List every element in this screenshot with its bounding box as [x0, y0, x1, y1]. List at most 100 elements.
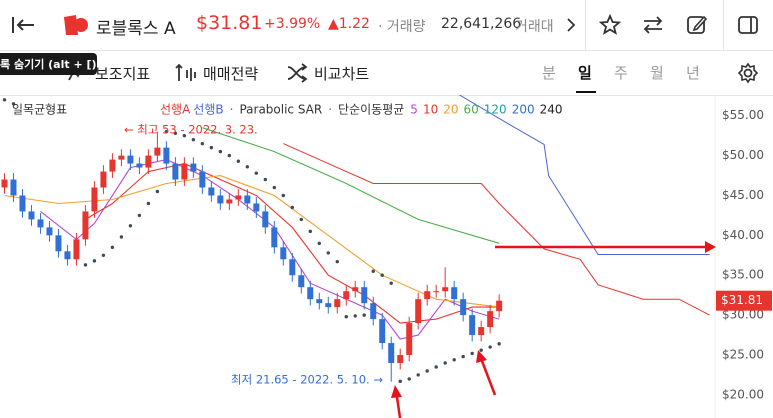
ma-line: [40, 159, 500, 340]
sar-dot: [299, 217, 303, 222]
change: ▲1.22: [328, 16, 370, 32]
y-tick-label: $25.00: [722, 347, 764, 361]
swap-button[interactable]: [642, 14, 664, 36]
sar-dot: [182, 133, 187, 138]
strategy-icon[interactable]: [175, 62, 197, 84]
candle-body: [478, 327, 485, 336]
sar-dot: [218, 149, 223, 154]
candle-body: [433, 291, 440, 293]
y-tick-label: $45.00: [722, 188, 764, 202]
sar-dot: [290, 205, 294, 210]
sar-dot: [11, 102, 16, 106]
sar-dot: [191, 137, 196, 142]
candle-body: [343, 291, 350, 300]
toolbar: 보조지표 매매전략 비교차트 분 일 주 월 년: [0, 50, 773, 96]
legend-ma: 240: [540, 103, 563, 117]
candle-body: [109, 159, 116, 172]
candle-body: [271, 227, 278, 248]
candle-body: [208, 187, 215, 196]
sar-dot: [317, 241, 321, 246]
volume: 22,641,266: [441, 16, 522, 32]
candle-body: [388, 343, 395, 363]
legend-ma: 20: [443, 103, 458, 117]
sar-dot: [380, 273, 384, 277]
ma-line: [202, 127, 500, 244]
sar-dot: [452, 358, 456, 362]
arrow-head: [705, 241, 716, 253]
candle-body: [487, 311, 494, 328]
candle-body: [469, 315, 476, 336]
panel-button[interactable]: [737, 15, 759, 35]
settings-button[interactable]: [737, 62, 759, 84]
candle-body: [334, 299, 341, 308]
sar-dot: [173, 131, 178, 135]
legend-ma: 60: [464, 103, 479, 117]
legend-ma: 5: [410, 103, 418, 117]
span-a-line: [283, 143, 710, 316]
legend-ma: 120: [484, 103, 507, 117]
price: $31.81: [196, 12, 263, 34]
candle-body: [73, 239, 80, 260]
candle-body: [100, 171, 107, 188]
candle-body: [19, 195, 26, 212]
last-price-box: [716, 290, 772, 311]
sar-dot: [434, 365, 438, 369]
sar-dot: [83, 263, 88, 267]
candle-body: [397, 354, 404, 363]
high-annotation: ← 최고 53 - 2022. 3. 23.: [124, 123, 258, 137]
candle-body: [181, 163, 188, 180]
divider: [723, 0, 724, 50]
candle-body: [262, 211, 269, 228]
candle-body: [307, 287, 314, 300]
sar-dot: [362, 313, 366, 317]
sar-dot: [416, 373, 420, 377]
y-tick-label: $30.00: [722, 308, 764, 322]
volume-label: · 거래량: [378, 19, 426, 35]
period-tab[interactable]: 년: [686, 64, 700, 82]
y-tick-label: $20.00: [722, 387, 764, 401]
compare-button[interactable]: 비교차트: [314, 65, 370, 83]
sar-dot: [254, 171, 259, 175]
candle-body: [226, 199, 233, 204]
compare-icon[interactable]: [286, 63, 308, 83]
period-tab[interactable]: 분: [542, 64, 556, 82]
tab-underline: [576, 91, 596, 93]
plot: [1, 95, 710, 384]
candle-body: [55, 235, 62, 252]
sar-dot: [344, 315, 348, 319]
divider: [585, 0, 586, 50]
more-arrow[interactable]: [566, 17, 576, 33]
legend-item: Parabolic SAR: [239, 103, 322, 117]
y-tick-label: $55.00: [722, 108, 764, 122]
favorite-button[interactable]: [599, 14, 621, 36]
edit-button[interactable]: [686, 14, 708, 36]
ma-line: [4, 175, 500, 308]
sar-dot: [200, 141, 205, 146]
sar-dot: [227, 153, 232, 158]
period-tab[interactable]: 주: [614, 64, 628, 82]
candle-body: [217, 195, 224, 204]
period-tab[interactable]: 월: [650, 64, 664, 82]
ticker: 로블록스 A: [96, 19, 176, 39]
sar-dot: [488, 345, 492, 349]
legend-ma: 200: [512, 103, 535, 117]
tooltip-text: 록 숨기기 (alt + [): [0, 58, 97, 71]
candle-body: [361, 287, 368, 304]
period-tab[interactable]: 일: [578, 64, 592, 82]
sar-dot: [308, 229, 312, 234]
sar-dot: [353, 314, 357, 318]
indicators-button[interactable]: 보조지표: [95, 65, 151, 83]
user-arrows: [391, 241, 716, 418]
strategy-button[interactable]: 매매전략: [203, 65, 259, 83]
candle-body: [28, 211, 35, 220]
candle-body: [415, 299, 422, 324]
candle-body: [64, 251, 71, 260]
back-button[interactable]: [10, 14, 38, 36]
candle-body: [163, 147, 170, 164]
candle-body: [91, 187, 98, 212]
sar-dot: [497, 342, 501, 346]
sar-dot: [119, 235, 124, 239]
sar-dot: [92, 259, 97, 263]
arrow-head: [476, 350, 487, 363]
